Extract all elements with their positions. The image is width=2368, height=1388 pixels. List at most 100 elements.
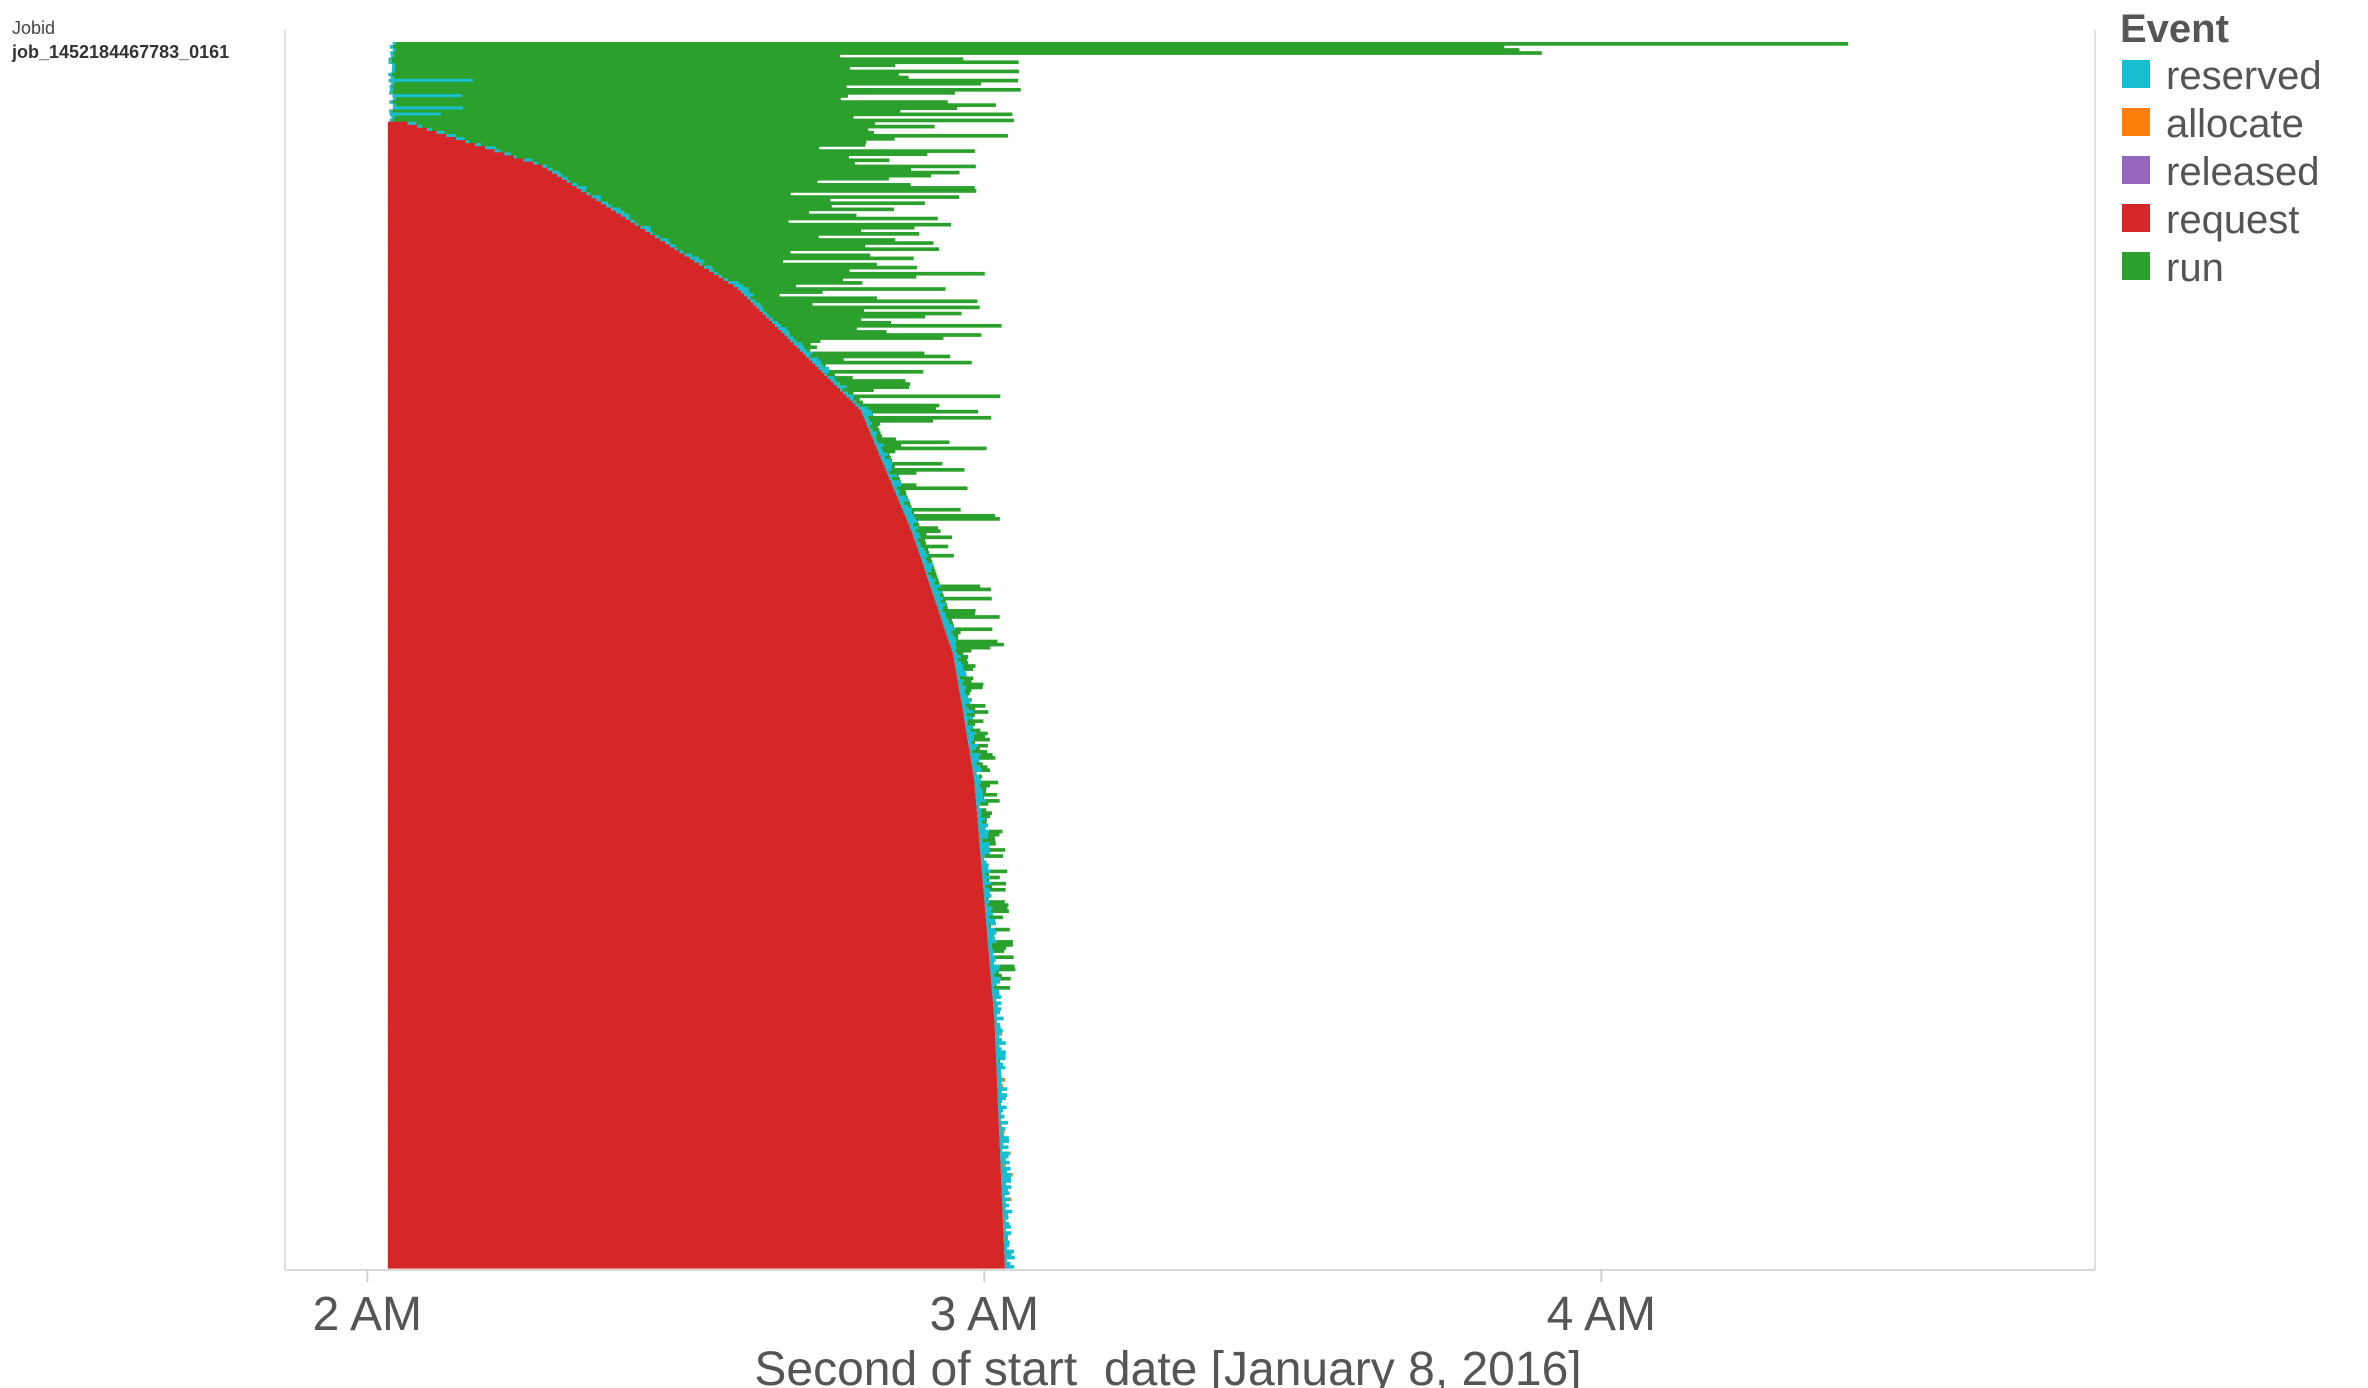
request-bar — [387, 1166, 1001, 1171]
request-bar — [387, 878, 983, 883]
run-bar — [668, 238, 896, 242]
request-bar — [387, 805, 977, 809]
reserved-bar — [723, 278, 728, 282]
reserved-bar — [916, 544, 921, 549]
reserved-bar — [996, 1074, 1002, 1079]
request-bar — [387, 296, 748, 301]
run-bar — [993, 986, 1011, 990]
request-bar — [387, 630, 946, 635]
reserved-bar — [390, 75, 394, 80]
run-bar — [985, 872, 989, 877]
request-bar — [387, 1191, 1002, 1196]
run-bar — [913, 514, 996, 518]
reserved-bar — [875, 443, 884, 448]
reserved-bar — [849, 397, 854, 402]
request-bar — [387, 207, 612, 212]
request-bar — [387, 431, 871, 435]
reserved-bar — [504, 152, 511, 157]
reserved-bar — [417, 124, 423, 129]
reserved-bar — [959, 691, 966, 696]
reserved-bar — [994, 1028, 1003, 1033]
reserved-bar — [993, 1010, 1001, 1015]
request-bar — [387, 566, 925, 570]
request-bar — [387, 587, 932, 592]
run-bar — [812, 351, 925, 356]
run-bar — [992, 906, 1008, 910]
run-bar — [972, 716, 973, 720]
run-bar — [978, 774, 983, 779]
request-bar — [387, 841, 980, 846]
reserved-bar — [679, 250, 684, 255]
request-bar — [387, 455, 881, 460]
reserved-bar — [931, 587, 937, 592]
run-bar — [956, 651, 964, 656]
reserved-bar — [557, 173, 563, 178]
run-bar — [934, 581, 940, 586]
run-bar — [1005, 1182, 1006, 1186]
reserved-bar — [870, 431, 877, 435]
request-bar — [387, 446, 877, 451]
run-bar — [828, 366, 830, 371]
request-bar — [387, 268, 710, 273]
request-bar — [387, 894, 984, 898]
reserved-bar — [389, 112, 441, 117]
reserved-bar — [996, 1059, 999, 1064]
row-field-header: Jobid — [12, 18, 55, 38]
reserved-bar — [998, 1105, 1007, 1110]
run-bar — [620, 207, 895, 212]
run-bar — [983, 795, 985, 800]
request-bar — [387, 520, 908, 524]
reserved-bar — [976, 802, 981, 806]
x-tick-label: 2 AM — [313, 1288, 422, 1341]
reserved-bar — [1000, 1166, 1011, 1171]
request-bar — [387, 737, 968, 742]
request-bar — [387, 130, 437, 135]
reserved-bar — [983, 891, 990, 895]
reserved-bar — [997, 1077, 1004, 1082]
run-bar — [883, 443, 902, 448]
request-bar — [387, 354, 807, 359]
request-bar — [387, 746, 970, 751]
reserved-bar — [547, 167, 553, 172]
run-bar — [629, 216, 938, 221]
reserved-bar — [674, 247, 678, 252]
reserved-bar — [872, 437, 877, 442]
reserved-bar — [650, 232, 654, 236]
reserved-bar — [935, 599, 941, 604]
reserved-bar — [995, 1053, 1006, 1058]
run-bar — [951, 630, 961, 635]
reserved-bar — [976, 805, 980, 809]
reserved-bar — [787, 336, 793, 340]
request-bar — [387, 900, 985, 904]
reserved-bar — [986, 921, 996, 926]
request-bar — [387, 397, 850, 402]
request-bar — [387, 192, 587, 196]
run-bar — [976, 731, 988, 736]
first-row-label: job_1452184467783_0161 — [11, 42, 229, 62]
run-bar — [822, 363, 826, 368]
reserved-bar — [975, 795, 984, 800]
request-bar — [387, 1047, 996, 1051]
request-bar — [387, 376, 828, 380]
run-bar — [945, 615, 1000, 619]
request-bar — [387, 949, 989, 953]
request-bar — [387, 287, 739, 291]
request-bar — [387, 979, 992, 984]
request-bar — [387, 238, 661, 242]
run-bar — [931, 566, 935, 570]
request-bar — [387, 422, 867, 426]
run-bar — [925, 550, 930, 555]
request-bar — [387, 673, 957, 678]
reserved-bar — [741, 290, 750, 294]
request-bar — [387, 750, 970, 754]
request-bar — [387, 713, 964, 717]
run-bar — [777, 320, 892, 325]
reserved-bar — [939, 612, 946, 616]
request-bar — [387, 1084, 998, 1088]
run-bar — [899, 492, 907, 497]
request-bar — [387, 232, 651, 236]
reserved-bar — [1001, 1176, 1011, 1180]
reserved-bar — [989, 958, 996, 963]
reserved-bar — [806, 354, 810, 359]
reserved-bar — [1000, 1160, 1010, 1165]
